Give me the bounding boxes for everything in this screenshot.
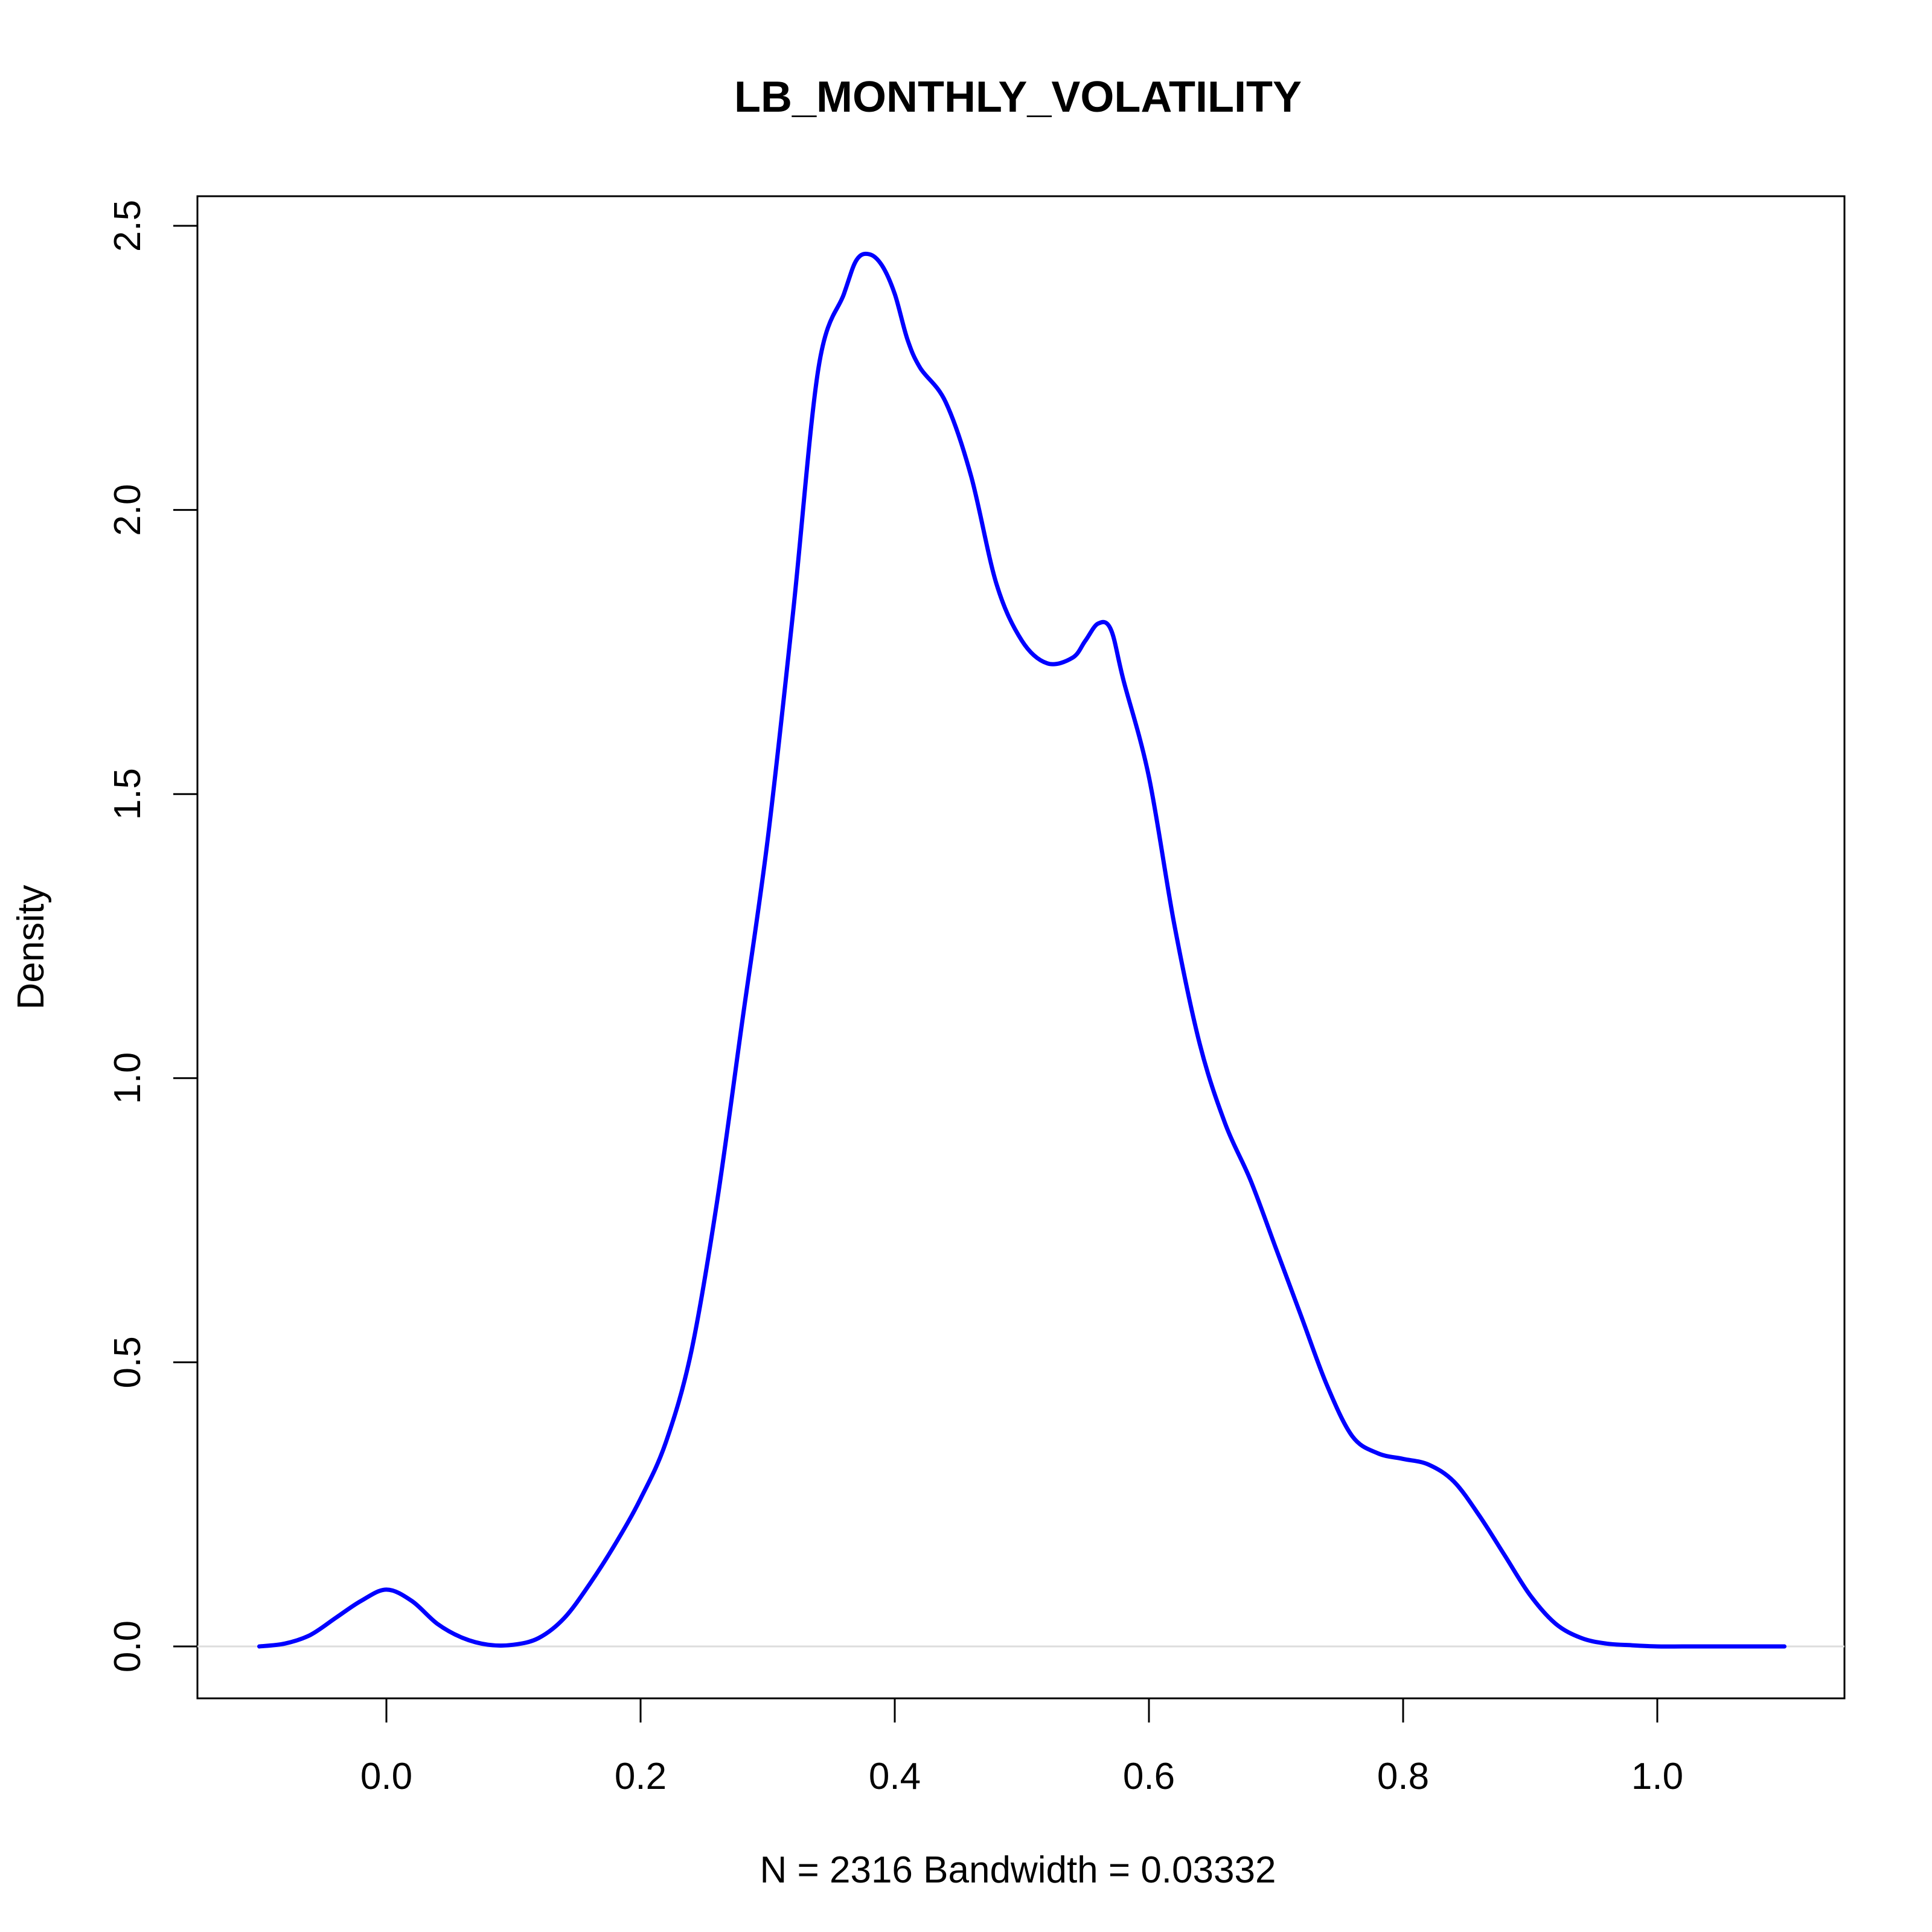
x-axis: 0.0 0.2 0.4 0.6 0.8 1.0 xyxy=(360,1697,1683,1797)
y-tick-label: 0.5 xyxy=(107,1336,149,1388)
x-tick-label: 0.6 xyxy=(1123,1756,1175,1797)
x-tick-label: 1.0 xyxy=(1631,1756,1683,1797)
y-tick-label: 0.0 xyxy=(107,1620,149,1672)
y-tick-label: 2.0 xyxy=(107,484,149,536)
y-tick-label: 1.0 xyxy=(107,1052,149,1104)
y-axis: 0.0 0.5 1.0 1.5 2.0 2.5 xyxy=(107,200,199,1672)
x-tick-label: 0.2 xyxy=(615,1756,667,1797)
plot-frame xyxy=(196,195,1846,1700)
x-tick-label: 0.4 xyxy=(869,1756,921,1797)
x-axis-label: N = 2316 Bandwidth = 0.03332 xyxy=(760,1849,1276,1891)
chart-title: LB_MONTHLY_VOLATILITY xyxy=(734,73,1302,121)
x-tick-label: 0.8 xyxy=(1377,1756,1429,1797)
y-tick-label: 1.5 xyxy=(107,768,149,820)
density-curve xyxy=(257,251,1786,1649)
y-tick-label: 2.5 xyxy=(107,200,149,252)
x-tick-label: 0.0 xyxy=(360,1756,412,1797)
y-axis-label: Density xyxy=(10,885,52,1010)
